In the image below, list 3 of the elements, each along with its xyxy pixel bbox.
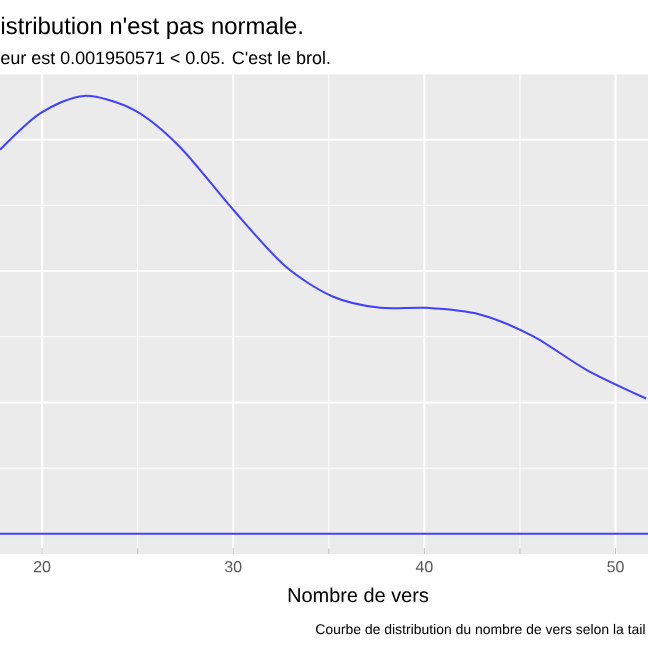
chart-title: istribution n'est pas normale. bbox=[1, 16, 302, 39]
x-axis-title: Nombre de vers bbox=[288, 587, 429, 603]
chart-subtitle: eur est 0.001950571 < 0.05. C'est le brol. bbox=[1, 51, 330, 65]
